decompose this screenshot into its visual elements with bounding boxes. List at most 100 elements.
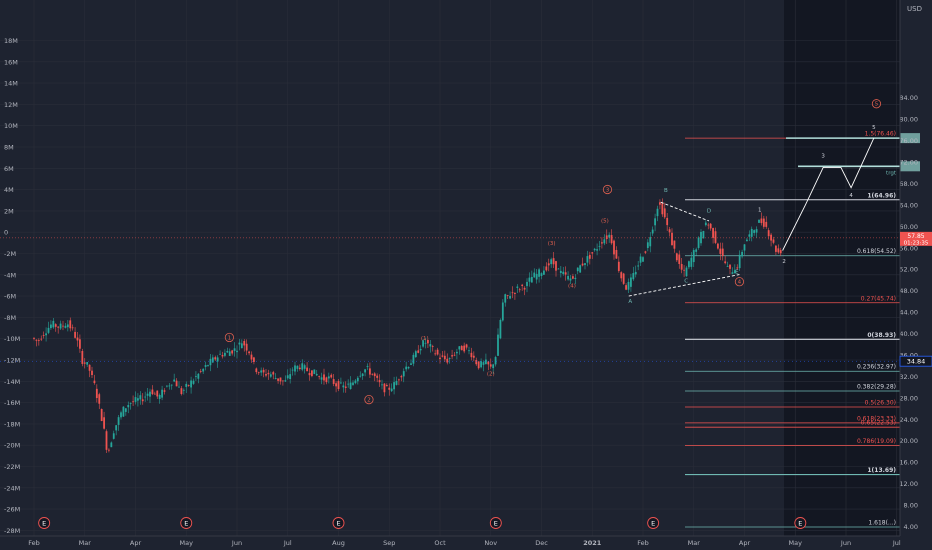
right-axis[interactable]: 84.00 80.00 76.00 72.00 68.00 64.00 60.00 56.00… [899, 0, 932, 536]
candle-body [564, 272, 567, 275]
wave-label: (4) [568, 283, 576, 289]
right-axis-tick: 12.00 [899, 480, 918, 488]
candle-body [383, 383, 386, 393]
candle-body [743, 244, 746, 251]
candle-body [255, 368, 258, 373]
candle-body [158, 394, 161, 399]
candle-body [523, 287, 526, 290]
candle-body [494, 357, 497, 365]
candle-body [228, 351, 231, 356]
earnings-marker-label: E [42, 520, 46, 528]
candle-body [678, 254, 681, 264]
fib-label: 0.618(23.33) [857, 415, 896, 422]
right-axis-tick: 40.00 [899, 330, 918, 338]
candle-body [308, 373, 311, 376]
candle-body [240, 343, 243, 349]
candle-body [74, 331, 76, 338]
projection-path [0, 137, 900, 362]
candle-body [197, 373, 200, 379]
candle-body [315, 373, 318, 376]
earnings-marker-label: E [494, 520, 498, 528]
right-axis-tick: 56.00 [899, 244, 918, 252]
candle-body [489, 364, 492, 367]
candle-body [180, 388, 183, 395]
candle-body [659, 202, 661, 205]
left-axis-tick: 6M [4, 165, 14, 173]
right-axis-tick: 52.00 [899, 266, 918, 274]
candle-body [209, 358, 212, 366]
fib-label: 0(38.93) [867, 332, 896, 339]
candle-body [86, 362, 89, 365]
candle-body [33, 337, 35, 339]
candle-body [499, 319, 502, 339]
right-axis-tick: 72.00 [899, 159, 918, 167]
right-axis-tick: 44.00 [899, 309, 918, 317]
candle-body [226, 350, 229, 353]
candle-body [76, 337, 79, 341]
candle-body [335, 383, 337, 387]
candle-body [714, 231, 717, 243]
time-axis-tick: Aug [332, 539, 345, 547]
current-price-badge [900, 231, 932, 246]
candle-body [666, 217, 669, 226]
left-axis-tick: -18M [4, 420, 20, 428]
candle-body [221, 355, 224, 357]
candle-body [746, 239, 748, 242]
candles [33, 198, 782, 453]
earnings-marker-icon[interactable] [180, 517, 193, 529]
candle-body [373, 373, 376, 377]
wave-label: 2 [367, 398, 371, 404]
earnings-marker-icon[interactable] [38, 517, 51, 529]
candle-body [733, 270, 736, 274]
candle-body [301, 363, 304, 370]
fib-label: 0.236(32.97) [857, 364, 896, 371]
earnings-marker-icon[interactable] [647, 517, 660, 529]
wave-label: 1 [758, 207, 762, 213]
candle-body [224, 352, 226, 356]
candle-body [690, 257, 693, 267]
left-axis-tick: 10M [4, 122, 18, 130]
earnings-marker-icon[interactable] [332, 517, 345, 529]
candle-body [153, 393, 156, 395]
wave-label: 5 [875, 102, 879, 108]
candle-body [282, 380, 284, 382]
candle-body [775, 245, 777, 252]
candle-body [141, 399, 144, 402]
wave-label: (5) [601, 219, 609, 225]
candle-body [91, 370, 93, 376]
earnings-marker-icon[interactable] [794, 517, 807, 529]
candle-body [211, 357, 214, 363]
candle-body [286, 375, 289, 379]
time-axis-tick: May [789, 539, 803, 547]
fib-levels: 1.5(76.46) 1(64.96) 0.618(54.52) 0.27(45.74… [685, 131, 920, 528]
candle-body [671, 232, 673, 246]
candle-body [398, 379, 400, 381]
candle-body [248, 351, 250, 354]
candle-body [144, 396, 147, 398]
candle-body [610, 235, 613, 244]
candle-body [755, 229, 758, 233]
candle-body [173, 379, 176, 382]
candle-body [608, 234, 611, 238]
candle-body [385, 384, 388, 387]
candle-body [81, 350, 84, 364]
candle-body [468, 350, 470, 352]
candle-body [369, 368, 371, 375]
time-axis[interactable]: Feb Mar Apr May Jun Jul Aug Sep Oct Nov Dec 2021 Feb… [0, 535, 901, 547]
candle-body [617, 261, 620, 271]
candle-body [361, 373, 364, 377]
candle-body [547, 263, 550, 266]
candle-body [741, 251, 743, 257]
candle-body [57, 326, 60, 328]
earnings-marker-icon[interactable] [489, 517, 502, 529]
candle-body [129, 403, 132, 404]
candle-body [651, 229, 654, 234]
candle-body [47, 327, 50, 333]
candle-body [470, 352, 473, 358]
candle-body [139, 395, 142, 400]
candle-body [726, 266, 729, 267]
target-box [900, 161, 920, 172]
candle-body [613, 240, 615, 255]
